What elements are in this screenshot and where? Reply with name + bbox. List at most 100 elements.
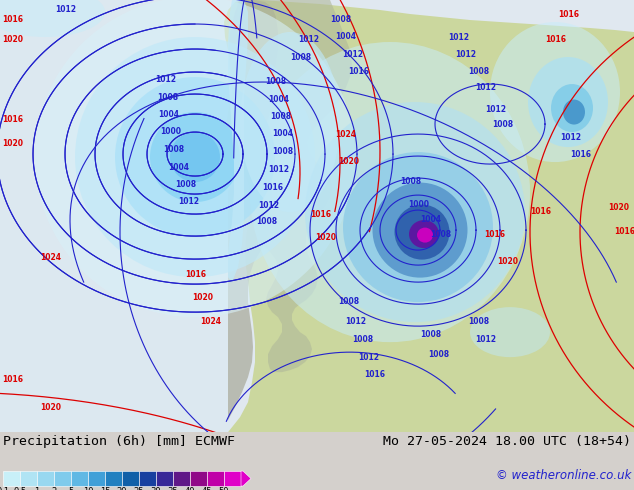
Text: 1012: 1012 bbox=[448, 33, 469, 42]
Text: 1016: 1016 bbox=[570, 150, 591, 159]
Text: 1016: 1016 bbox=[42, 0, 63, 2]
Bar bbox=[139, 471, 156, 486]
Text: 1008: 1008 bbox=[352, 335, 373, 344]
Text: 1008: 1008 bbox=[272, 147, 293, 156]
Text: 1020: 1020 bbox=[497, 257, 518, 266]
Text: 1012: 1012 bbox=[358, 353, 379, 362]
Text: 15: 15 bbox=[100, 487, 110, 490]
Text: 1008: 1008 bbox=[270, 112, 291, 121]
Text: 1008: 1008 bbox=[338, 297, 359, 306]
Text: 1012: 1012 bbox=[258, 201, 279, 210]
Ellipse shape bbox=[250, 42, 530, 342]
Ellipse shape bbox=[240, 32, 340, 212]
Bar bbox=[173, 471, 190, 486]
Text: 1012: 1012 bbox=[475, 83, 496, 92]
Ellipse shape bbox=[394, 205, 450, 260]
Text: 1000: 1000 bbox=[408, 200, 429, 209]
Text: 1012: 1012 bbox=[178, 197, 199, 206]
Text: 1024: 1024 bbox=[335, 130, 356, 139]
Ellipse shape bbox=[0, 0, 105, 37]
Bar bbox=[0, 0, 230, 432]
Bar bbox=[156, 471, 173, 486]
Ellipse shape bbox=[470, 307, 550, 357]
Text: 1008: 1008 bbox=[163, 145, 184, 154]
Text: 25: 25 bbox=[134, 487, 145, 490]
Text: 1008: 1008 bbox=[157, 93, 178, 102]
Text: 1016: 1016 bbox=[2, 115, 23, 124]
Text: 1012: 1012 bbox=[298, 35, 319, 44]
Text: © weatheronline.co.uk: © weatheronline.co.uk bbox=[496, 469, 631, 482]
Text: 1008: 1008 bbox=[290, 53, 311, 62]
Text: 1008: 1008 bbox=[330, 15, 351, 24]
Text: 1024: 1024 bbox=[40, 253, 61, 262]
Ellipse shape bbox=[305, 102, 525, 322]
Ellipse shape bbox=[115, 77, 275, 237]
Text: 1024: 1024 bbox=[200, 317, 221, 326]
Text: 1016: 1016 bbox=[364, 370, 385, 379]
Bar bbox=[3, 471, 20, 486]
Text: 1008: 1008 bbox=[420, 330, 441, 339]
Text: 1008: 1008 bbox=[428, 350, 449, 359]
Text: 2: 2 bbox=[51, 487, 56, 490]
Polygon shape bbox=[236, 0, 352, 372]
Bar bbox=[190, 471, 207, 486]
Bar bbox=[71, 471, 88, 486]
Text: 45: 45 bbox=[202, 487, 212, 490]
Text: 1012: 1012 bbox=[268, 165, 289, 174]
Text: 1020: 1020 bbox=[2, 139, 23, 148]
Ellipse shape bbox=[417, 227, 433, 243]
Text: 1008: 1008 bbox=[468, 317, 489, 326]
FancyArrow shape bbox=[241, 471, 251, 486]
Polygon shape bbox=[228, 0, 278, 420]
Text: 1008: 1008 bbox=[492, 120, 513, 129]
Text: 1012: 1012 bbox=[155, 75, 176, 84]
Ellipse shape bbox=[551, 84, 593, 132]
Text: 1012: 1012 bbox=[455, 50, 476, 59]
Text: 1020: 1020 bbox=[608, 203, 629, 212]
Text: 1008: 1008 bbox=[468, 67, 489, 76]
Text: 20: 20 bbox=[117, 487, 127, 490]
Text: 1016: 1016 bbox=[484, 230, 505, 239]
Text: 1020: 1020 bbox=[2, 35, 23, 44]
Text: 50: 50 bbox=[219, 487, 230, 490]
Text: 1008: 1008 bbox=[400, 177, 421, 186]
Text: 10: 10 bbox=[83, 487, 93, 490]
Text: 1004: 1004 bbox=[335, 32, 356, 41]
Text: 1016: 1016 bbox=[558, 10, 579, 19]
Bar bbox=[20, 471, 37, 486]
Text: 1012: 1012 bbox=[342, 50, 363, 59]
Ellipse shape bbox=[150, 112, 240, 202]
Text: 1004: 1004 bbox=[158, 110, 179, 119]
Text: 1020: 1020 bbox=[315, 233, 336, 242]
Ellipse shape bbox=[563, 99, 585, 124]
Text: 1000: 1000 bbox=[160, 127, 181, 136]
Text: 1016: 1016 bbox=[2, 375, 23, 384]
Bar bbox=[224, 471, 241, 486]
Bar bbox=[88, 471, 105, 486]
Text: 5: 5 bbox=[68, 487, 74, 490]
Ellipse shape bbox=[373, 183, 467, 278]
Text: 1004: 1004 bbox=[168, 163, 189, 172]
Text: 1004: 1004 bbox=[420, 215, 441, 224]
Text: 1016: 1016 bbox=[262, 183, 283, 192]
Polygon shape bbox=[228, 0, 248, 282]
Text: 1016: 1016 bbox=[310, 210, 331, 219]
Text: 35: 35 bbox=[167, 487, 178, 490]
Text: 1020: 1020 bbox=[192, 293, 213, 302]
Bar bbox=[207, 471, 224, 486]
Text: 40: 40 bbox=[184, 487, 195, 490]
Text: 1008: 1008 bbox=[256, 217, 277, 226]
Text: 1: 1 bbox=[34, 487, 39, 490]
Text: 1016: 1016 bbox=[530, 207, 551, 216]
Text: 1016: 1016 bbox=[614, 227, 634, 236]
Text: 1012: 1012 bbox=[345, 317, 366, 326]
Ellipse shape bbox=[409, 220, 439, 248]
Text: 1012: 1012 bbox=[55, 5, 76, 14]
Text: 1008: 1008 bbox=[430, 230, 451, 239]
Polygon shape bbox=[224, 0, 634, 432]
Text: Mo 27-05-2024 18.00 UTC (18+54): Mo 27-05-2024 18.00 UTC (18+54) bbox=[383, 435, 631, 448]
Text: 1004: 1004 bbox=[272, 129, 293, 138]
Bar bbox=[54, 471, 71, 486]
Text: 1016: 1016 bbox=[348, 67, 369, 76]
Ellipse shape bbox=[170, 132, 220, 182]
